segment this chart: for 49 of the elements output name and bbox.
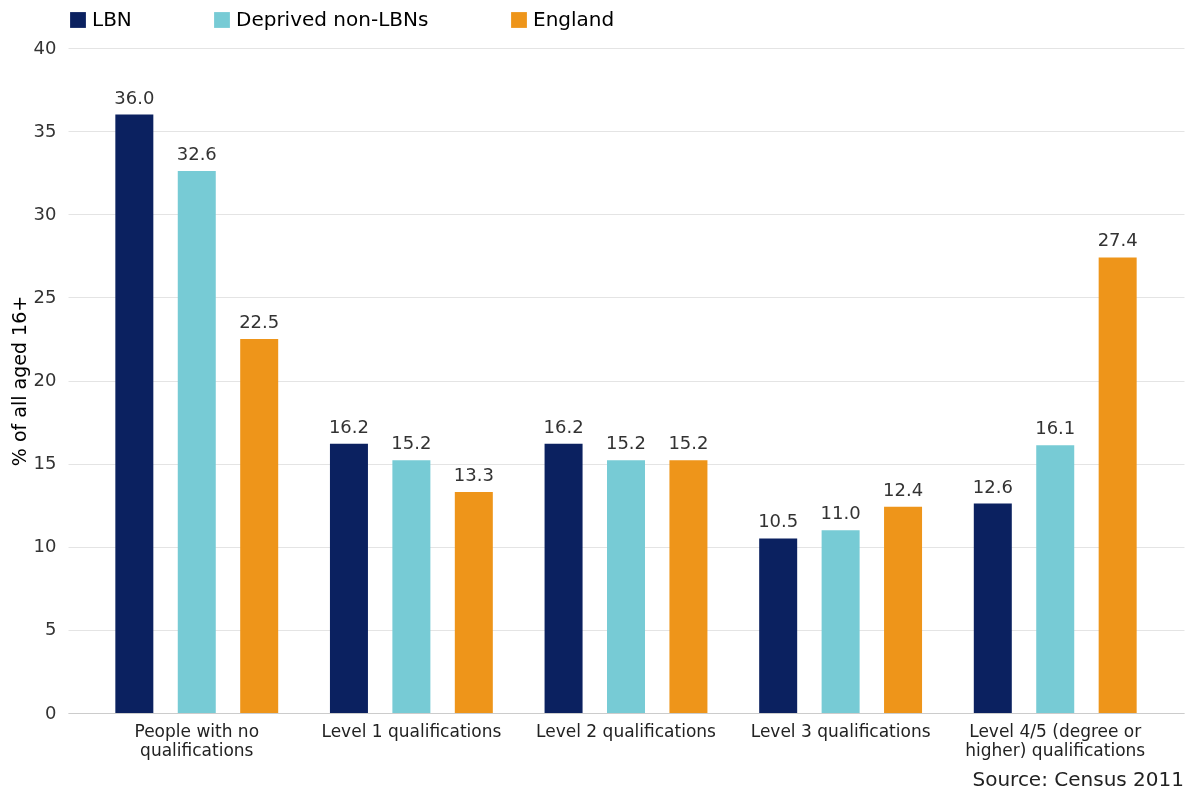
- data-label: 15.2: [668, 432, 709, 454]
- y-tick-label: 30: [33, 202, 57, 224]
- data-label: 15.2: [391, 432, 432, 454]
- bar: [973, 503, 1012, 713]
- x-tick-label: Level 3 qualifications: [750, 720, 931, 741]
- y-tick-label: 25: [33, 285, 57, 307]
- bar: [240, 338, 279, 713]
- data-label: 12.6: [972, 475, 1013, 497]
- x-tick-label: Level 2 qualifications: [536, 720, 717, 741]
- bar: [392, 460, 431, 713]
- bar: [115, 114, 154, 713]
- bar: [759, 538, 798, 713]
- y-tick-label: 5: [45, 618, 57, 640]
- y-tick-label: 20: [33, 369, 57, 390]
- data-label: 22.5: [239, 310, 280, 332]
- legend-label: Deprived non-LBNs: [236, 7, 429, 31]
- bar: [454, 491, 493, 713]
- bar: [1098, 257, 1137, 713]
- data-label: 27.4: [1097, 229, 1138, 251]
- data-label: 11.0: [820, 502, 861, 524]
- bar: [821, 530, 860, 713]
- y-tick-label: 15: [33, 452, 57, 474]
- bar: [329, 443, 368, 713]
- legend-label: LBN: [92, 7, 132, 31]
- y-tick-label: 0: [45, 701, 57, 723]
- data-label: 32.6: [176, 143, 217, 165]
- bar: [1036, 445, 1075, 713]
- y-axis-title: % of all aged 16+: [7, 295, 30, 467]
- bar: [669, 460, 708, 713]
- data-label: 12.4: [883, 478, 924, 500]
- x-tick-label: Level 4/5 (degree or higher) qualifications: [965, 720, 1146, 760]
- data-label: 16.1: [1035, 417, 1076, 439]
- data-label: 10.5: [758, 510, 799, 532]
- data-label: 13.3: [453, 463, 494, 485]
- bar: [544, 443, 583, 713]
- bar: [177, 171, 216, 713]
- y-tick-label: 35: [33, 119, 57, 141]
- x-tick-label: People with no qualifications: [134, 720, 260, 760]
- data-label: 15.2: [605, 432, 647, 454]
- source-note: Source: Census 2011: [972, 767, 1184, 791]
- x-tick-label: Level 1 qualifications: [321, 720, 502, 741]
- data-label: 16.2: [543, 415, 584, 437]
- legend-label: England: [533, 7, 615, 31]
- data-label: 36.0: [114, 86, 155, 108]
- data-label: 16.2: [328, 415, 369, 437]
- y-tick-label: 10: [33, 535, 57, 557]
- bar: [607, 460, 645, 713]
- y-tick-label: 40: [33, 36, 57, 58]
- bar: [884, 506, 923, 713]
